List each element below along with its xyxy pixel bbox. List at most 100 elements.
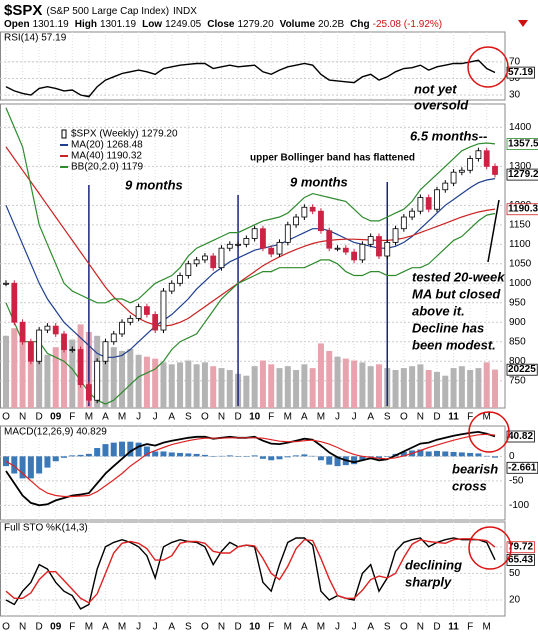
y-tick-label: 1100: [509, 239, 531, 250]
candle: [293, 216, 299, 226]
end-value-label: 40.82: [508, 431, 533, 442]
histogram-bar: [94, 448, 101, 457]
candle: [276, 241, 283, 255]
volume-bar: [359, 362, 366, 408]
x-tick-label: S: [384, 412, 391, 423]
stat-value: -25.08 (-1.92%): [373, 19, 442, 30]
volume-bar: [251, 366, 258, 408]
candle: [409, 210, 416, 218]
annotation: declining: [405, 557, 462, 572]
histogram-bar: [425, 451, 432, 457]
annotation: Decline has: [412, 320, 484, 335]
histogram-bar: [36, 456, 43, 474]
volume-bar: [409, 366, 416, 408]
histogram-bar: [492, 456, 498, 458]
volume-bar: [218, 368, 225, 408]
y-tick-label: 800: [509, 356, 526, 367]
histogram-bar: [276, 456, 283, 460]
histogram-bar: [143, 446, 150, 457]
annotation: tested 20-week: [412, 269, 505, 284]
volume-bar: [102, 343, 109, 408]
y-tick-label: 950: [509, 297, 526, 308]
legend-entry: MA(40) 1190.32: [71, 151, 142, 162]
annotation: oversold: [414, 97, 469, 112]
candle: [434, 189, 440, 210]
histogram-bar: [326, 456, 333, 465]
annotation: sharply: [405, 574, 452, 589]
histogram-bar: [127, 441, 134, 457]
annotation-arrow: [487, 199, 500, 263]
candle: [19, 321, 26, 343]
x-tick-label: D: [234, 622, 241, 633]
histogram-bar: [235, 456, 242, 457]
candle: [326, 230, 333, 249]
histogram-bar: [458, 452, 465, 457]
histogram-bar: [351, 456, 358, 465]
legend-entry: $SPX (Weekly) 1279.20: [71, 129, 178, 140]
volume-bar: [160, 362, 167, 408]
histogram-bar: [226, 455, 233, 457]
end-value-box: [506, 168, 538, 181]
candle: [243, 238, 250, 245]
candle: [384, 241, 391, 257]
candle: [334, 247, 341, 250]
x-tick-label: A: [102, 412, 109, 423]
series-line: [5, 538, 496, 604]
panel-title: RSI(14) 57.19: [4, 33, 67, 44]
volume-bar: [152, 358, 159, 408]
x-tick-label: J: [153, 412, 158, 423]
histogram-bar: [119, 441, 126, 457]
volume-bar: [483, 362, 490, 408]
x-tick-label: N: [218, 622, 225, 633]
histogram-bar: [243, 456, 250, 457]
volume-bar: [450, 368, 457, 408]
x-tick-label: N: [218, 412, 225, 423]
volume-bar: [143, 356, 150, 408]
x-tick-label: D: [433, 622, 440, 633]
stat-label: Close: [207, 19, 235, 30]
volume-bar: [127, 349, 134, 408]
x-tick-label: M: [483, 412, 491, 423]
x-tick-label: 10: [249, 622, 261, 633]
volume-bar: [458, 366, 465, 408]
y-tick-label: -50: [509, 475, 524, 486]
x-tick-label: O: [201, 412, 209, 423]
x-tick-label: F: [467, 412, 473, 423]
end-value-box: [506, 430, 535, 443]
annotation: MA but closed: [412, 286, 501, 301]
candle: [367, 236, 374, 245]
volume-bar: [52, 347, 59, 408]
volume-bar: [11, 328, 18, 408]
volume-bar: [351, 360, 358, 408]
volume-bar: [293, 370, 300, 408]
histogram-bar: [450, 451, 457, 457]
y-tick-label: 0: [509, 451, 515, 462]
stat-label: Volume: [280, 19, 316, 30]
histogram-bar: [27, 456, 34, 479]
volume-bar: [3, 335, 9, 408]
panel-frame: [0, 31, 506, 101]
candle: [127, 317, 134, 323]
y-tick-label: 30: [509, 90, 521, 101]
stat-label: Low: [142, 19, 162, 30]
series-line: [5, 433, 496, 498]
end-value-label: -2.661: [508, 462, 537, 473]
y-tick-label: 750: [509, 375, 526, 386]
candle: [351, 251, 358, 261]
candle: [85, 384, 92, 401]
x-tick-label: F: [69, 412, 75, 423]
candle: [94, 360, 101, 401]
candle: [284, 224, 291, 243]
volume-bar: [36, 351, 43, 408]
volume-bar: [433, 371, 440, 408]
y-tick-label: 1300: [509, 161, 532, 172]
candle: [143, 306, 150, 315]
x-tick-label: A: [301, 622, 308, 633]
volume-bar: [492, 369, 498, 408]
x-tick-label: F: [467, 622, 473, 633]
volume-bar: [475, 368, 482, 408]
annotation: upper Bollinger band has flattened: [250, 153, 415, 164]
x-tick-label: M: [317, 622, 325, 633]
candle: [44, 325, 51, 331]
candle: [27, 341, 34, 362]
